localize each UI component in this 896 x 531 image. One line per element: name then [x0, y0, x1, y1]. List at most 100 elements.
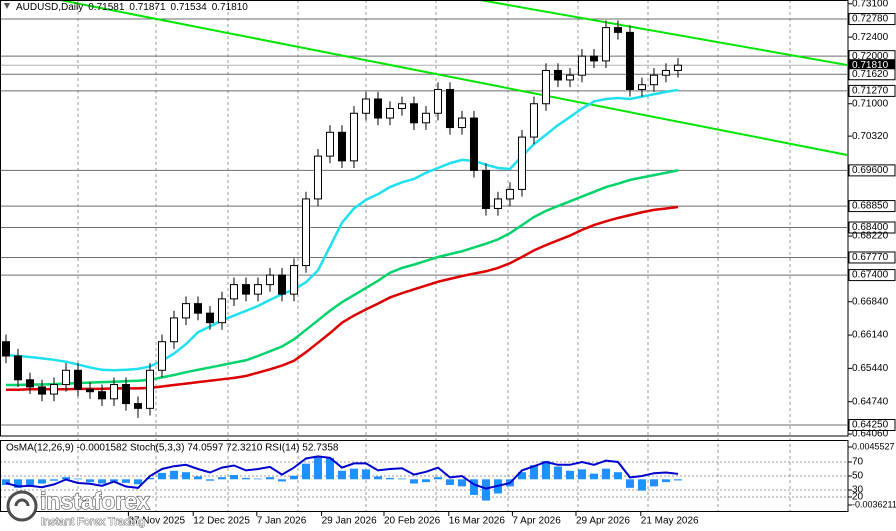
low-value: 0.71534: [171, 2, 208, 13]
histogram-bar: [73, 478, 82, 480]
histogram-bar: [265, 477, 274, 480]
candle-body: [301, 198, 310, 267]
open-value: 0.71581: [88, 2, 125, 13]
histogram-bar: [577, 469, 586, 480]
candle-body: [145, 369, 154, 409]
histogram-bar: [145, 477, 154, 480]
candle-body: [193, 303, 202, 314]
candle-body: [121, 384, 130, 405]
y-tick-label: 0.65440: [852, 363, 889, 374]
candle-body: [37, 386, 46, 395]
histogram-bar: [25, 479, 34, 487]
trend-line: [59, 1, 847, 156]
candle-body: [565, 74, 574, 81]
price-label-box: [848, 84, 896, 97]
y-tick-label: 0.66140: [852, 330, 889, 341]
price-label-box: [848, 13, 896, 26]
x-tick-label: 20 Feb 2026: [384, 516, 441, 527]
candle-body: [313, 155, 322, 200]
histogram-bar: [325, 458, 334, 480]
histogram-bar: [613, 472, 622, 480]
candle-body: [673, 64, 682, 71]
y-tick-label: 0.64740: [852, 396, 889, 407]
watermark: instaforex Instant Forex Trading: [6, 487, 151, 528]
price-label-box: [848, 269, 896, 282]
header-icon: [4, 3, 10, 9]
candle-body: [229, 284, 238, 300]
histogram-bar: [313, 456, 322, 480]
histogram-bar: [469, 479, 478, 495]
x-tick-label: 27 Nov 2025: [128, 516, 185, 527]
histogram-bar: [157, 472, 166, 480]
candle-body: [265, 274, 274, 286]
histogram-bar: [205, 479, 214, 481]
histogram-bar: [133, 479, 142, 485]
x-tick-label: 16 Mar 2026: [449, 516, 506, 527]
tagline: Instant Forex Trading: [41, 516, 145, 528]
symbol: AUDUSD,Daily: [16, 2, 83, 13]
x-tick-label: 21 May 2026: [641, 516, 699, 527]
y2-tick-label: 50: [852, 471, 864, 482]
logo-icon: [6, 490, 38, 522]
histogram-bar: [85, 479, 94, 483]
x-tick-label: 12 Dec 2025: [193, 516, 250, 527]
y-tick-label: 0.67770: [852, 252, 889, 263]
candle-body: [97, 391, 106, 400]
high-value: 0.71871: [129, 2, 166, 13]
histogram-bar: [553, 466, 562, 480]
x-tick-label: 7 Apr 2026: [512, 516, 561, 527]
histogram-bar: [565, 470, 574, 480]
candle-body: [217, 298, 226, 324]
histogram-bar: [481, 479, 490, 501]
y-tick-label: 0.71000: [852, 98, 889, 109]
y-tick-label: 0.64060: [852, 429, 889, 440]
y2-tick-label: 20: [852, 492, 864, 503]
y-tick-label: 0.68850: [852, 201, 889, 212]
histogram-bar: [433, 477, 442, 480]
histogram-bar: [277, 479, 286, 482]
histogram-bar: [661, 479, 670, 483]
y-tick-label: 0.68400: [852, 222, 889, 233]
histogram-bar: [253, 478, 262, 480]
histogram-bar: [169, 470, 178, 480]
candle-body: [373, 98, 382, 119]
candle-body: [49, 384, 58, 395]
candle-body: [649, 74, 658, 86]
histogram-bar: [349, 468, 358, 480]
y-tick-label: 0.71810: [852, 60, 889, 71]
candle-body: [589, 55, 598, 62]
histogram-bar: [649, 479, 658, 487]
y-tick-label: 0.69600: [852, 165, 889, 176]
axes: 0.731000.727800.724000.720000.718100.716…: [127, 0, 896, 527]
candle-body: [325, 131, 334, 157]
histogram-bar: [397, 478, 406, 480]
candle-body: [397, 103, 406, 110]
oscillator-plot: [1, 455, 847, 501]
candle-body: [445, 88, 454, 129]
candle-body: [13, 355, 22, 381]
histogram-bar: [385, 477, 394, 480]
histogram-bar: [13, 479, 22, 488]
histogram-bar: [673, 479, 682, 481]
trend-line: [479, 1, 847, 67]
candle-body: [661, 69, 670, 76]
y-tick-label: 0.67400: [852, 270, 889, 281]
y-tick-label: 0.72780: [852, 14, 889, 25]
histogram-bar: [421, 479, 430, 483]
y-tick-label: 0.68220: [852, 231, 889, 242]
histogram-bar: [37, 479, 46, 484]
histogram-bar: [601, 468, 610, 480]
candle-body: [517, 136, 526, 190]
candle-body: [493, 198, 502, 209]
price-label-box: [848, 68, 896, 81]
candle-body: [577, 55, 586, 76]
candle-body: [541, 69, 550, 105]
histogram-bar: [289, 475, 298, 480]
close-value: 0.71810: [212, 2, 249, 13]
candle-body: [637, 84, 646, 90]
x-tick-label: 29 Apr 2026: [576, 516, 630, 527]
candle-body: [625, 31, 634, 90]
